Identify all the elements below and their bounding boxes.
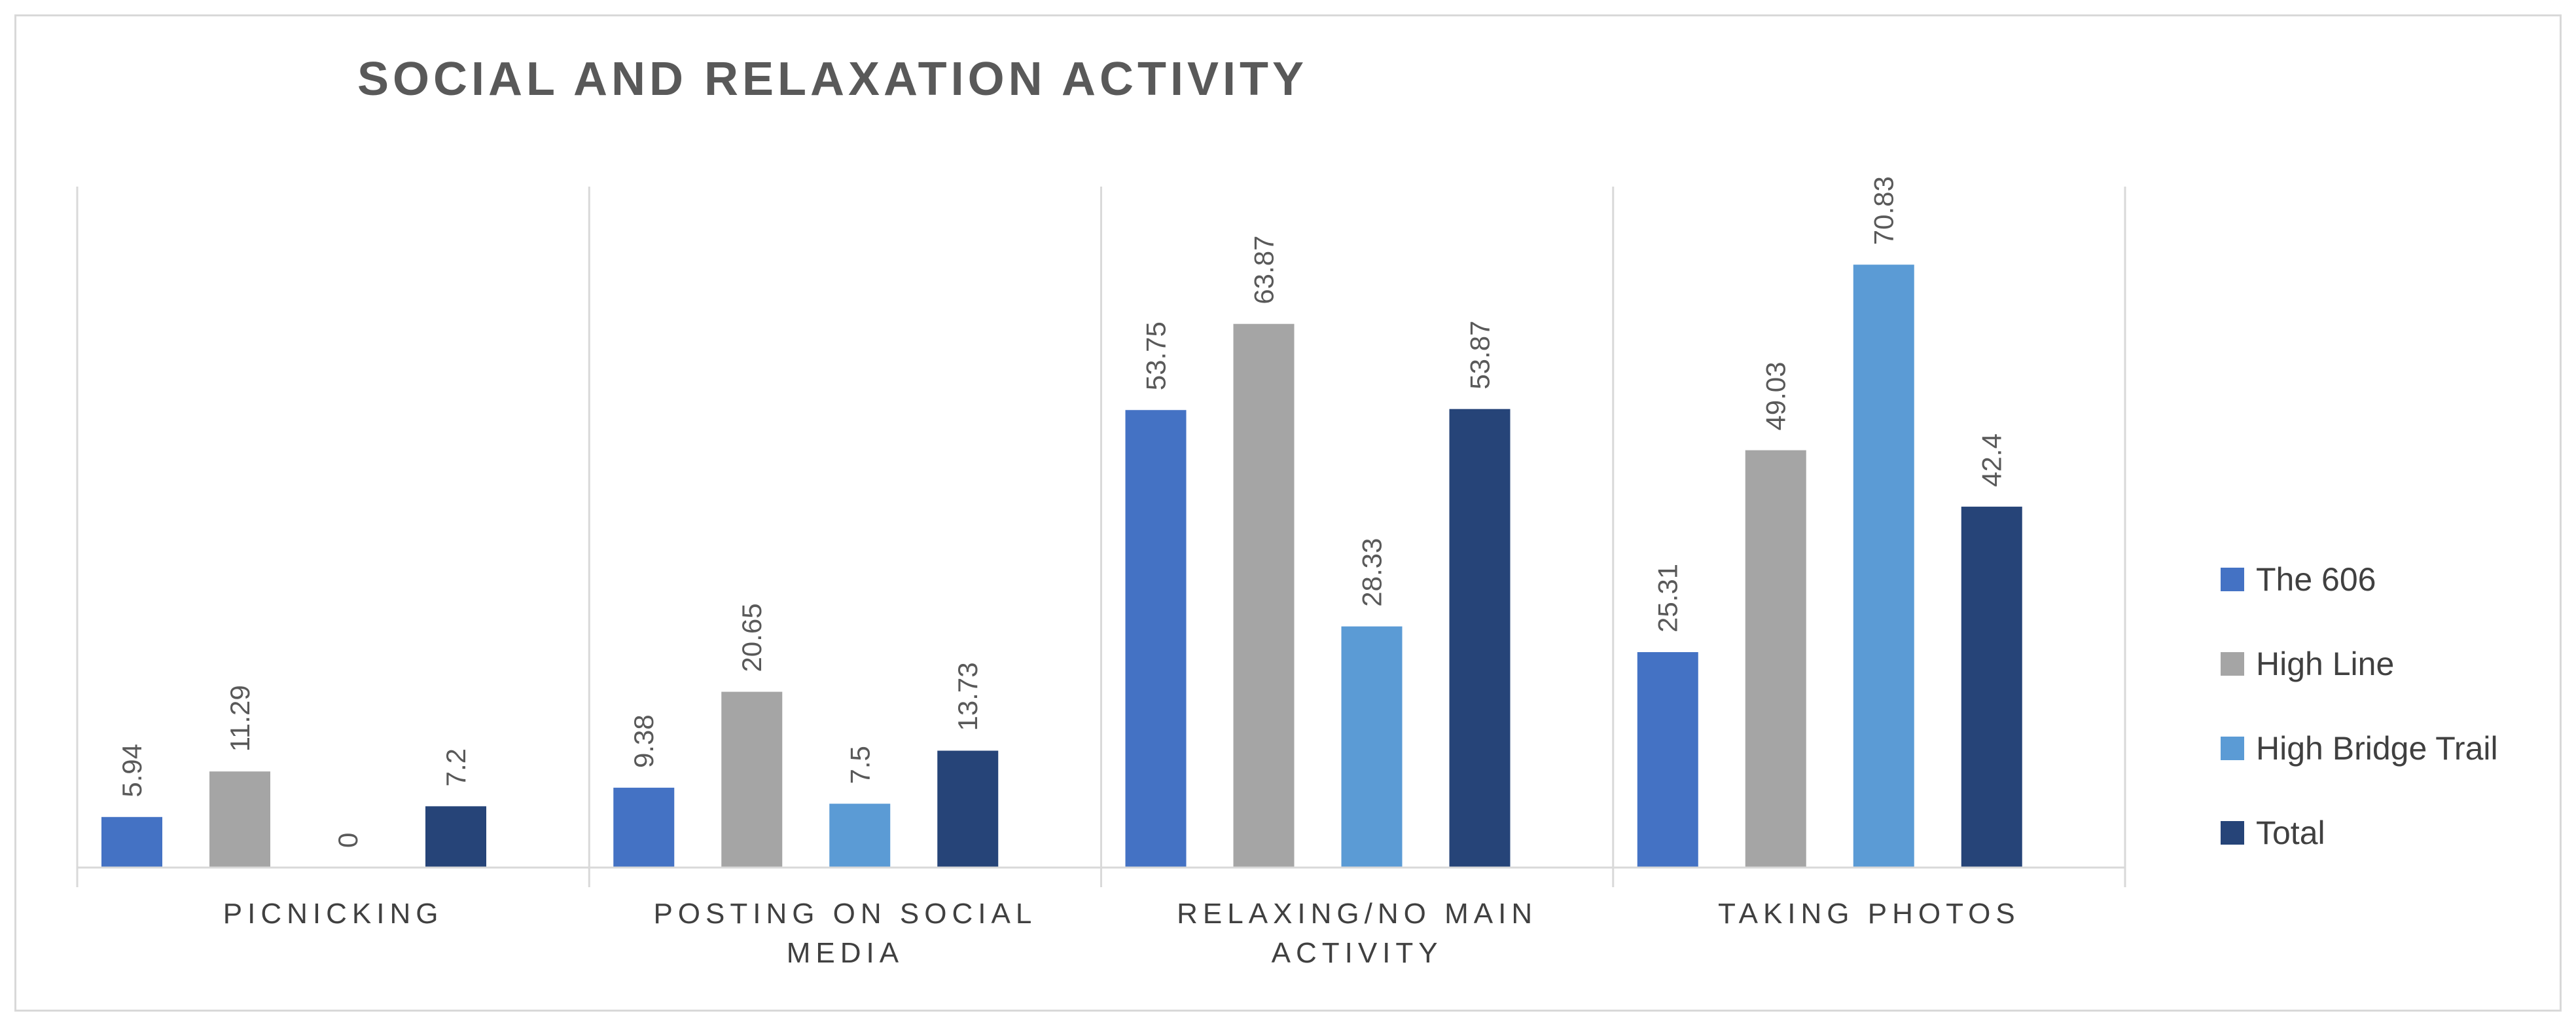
data-label: 7.5	[844, 746, 875, 784]
data-label: 28.33	[1357, 538, 1387, 607]
category-label: ACTIVITY	[1272, 937, 1443, 969]
legend-label: The 606	[2256, 561, 2376, 598]
bar-high-line	[1745, 450, 1806, 868]
bar-high-line	[209, 771, 270, 868]
data-label: 70.83	[1869, 176, 1899, 245]
legend-swatch	[2221, 821, 2244, 845]
category-label: PICNICKING	[223, 898, 444, 930]
data-label: 53.75	[1141, 321, 1172, 390]
bar-the-606	[1125, 410, 1187, 868]
data-label: 53.87	[1465, 321, 1495, 390]
chart-title: SOCIAL AND RELAXATION ACTIVITY	[357, 53, 1308, 105]
data-label: 20.65	[736, 603, 767, 672]
bar-high-bridge-trail	[1341, 626, 1403, 868]
legend-swatch	[2221, 652, 2244, 676]
bar-the-606	[101, 816, 162, 868]
bar-high-line	[1233, 323, 1295, 868]
bar-the-606	[1637, 651, 1698, 868]
bar-total	[937, 750, 999, 868]
bar-high-bridge-trail	[829, 803, 891, 868]
category-label: RELAXING/NO MAIN	[1177, 898, 1537, 930]
data-label: 5.94	[116, 744, 147, 797]
data-label: 25.31	[1653, 564, 1683, 632]
data-label: 9.38	[628, 714, 659, 768]
chart-frame: SOCIAL AND RELAXATION ACTIVITY 5.94 9.38 5…	[14, 14, 2562, 1012]
bar-total	[1961, 506, 2022, 868]
category-label: TAKING PHOTOS	[1718, 898, 2020, 930]
bar-high-line	[721, 691, 783, 868]
bar-high-bridge-trail	[1853, 265, 1914, 868]
legend-label: Total	[2256, 815, 2325, 851]
data-label: 42.4	[1977, 433, 2007, 487]
category-label: MEDIA	[787, 937, 904, 969]
bar-total	[425, 806, 486, 868]
data-label: 63.87	[1249, 236, 1279, 304]
category-label: POSTING ON SOCIAL	[653, 898, 1037, 930]
data-label: 7.2	[440, 748, 471, 786]
legend-swatch	[2221, 737, 2244, 760]
data-label: 13.73	[952, 662, 983, 731]
legend-label: High Line	[2256, 646, 2394, 682]
bar-the-606	[613, 788, 675, 868]
legend-label: High Bridge Trail	[2256, 730, 2498, 767]
data-label: 0	[332, 833, 363, 848]
legend-swatch	[2221, 568, 2244, 591]
chart-svg: SOCIAL AND RELAXATION ACTIVITY 5.949.385…	[76, 53, 2498, 969]
bar-total	[1449, 409, 1511, 868]
plot-area: 5.94 9.38 53.75 25.31 11.29 20.65 63.87 49.03 0 7…	[76, 176, 2126, 969]
legend: The 606 High Line High Bridge Trail Total	[2221, 561, 2498, 851]
data-label: 11.29	[224, 685, 255, 752]
data-label: 49.03	[1761, 362, 1791, 431]
